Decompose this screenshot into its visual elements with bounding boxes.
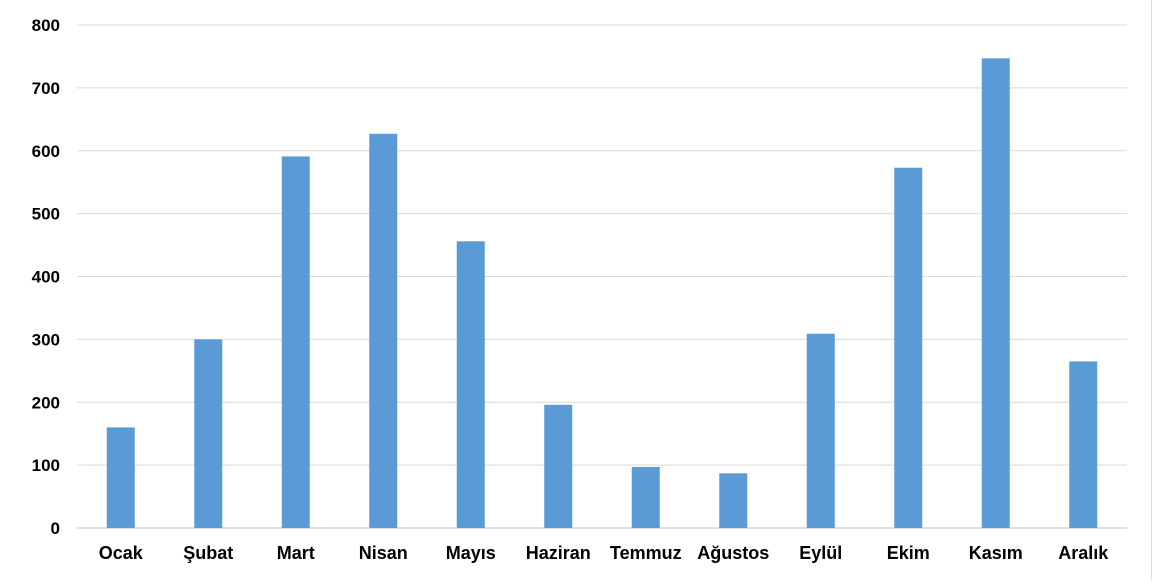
bar-3 <box>281 156 310 528</box>
bar-11 <box>981 58 1010 528</box>
x-tick-label: Haziran <box>526 543 591 563</box>
x-tick-label: Kasım <box>969 543 1023 563</box>
y-tick-label: 800 <box>32 16 60 35</box>
y-tick-label: 700 <box>32 79 60 98</box>
bar-9 <box>806 333 835 528</box>
x-tick-label: Ekim <box>887 543 930 563</box>
gridlines <box>77 24 1127 529</box>
x-tick-label: Ocak <box>99 543 144 563</box>
plot-border-right <box>1151 0 1152 579</box>
bar-6 <box>544 404 573 528</box>
x-tick-label: Ağustos <box>697 543 769 563</box>
bar-8 <box>719 473 748 528</box>
x-tick-label: Mayıs <box>446 543 496 563</box>
bar-5 <box>456 241 485 529</box>
y-tick-label: 0 <box>51 519 60 538</box>
x-tick-label: Eylül <box>799 543 842 563</box>
x-tick-label: Temmuz <box>610 543 682 563</box>
y-tick-label: 400 <box>32 268 60 287</box>
y-tick-label: 300 <box>32 330 60 349</box>
bar-7 <box>631 467 660 528</box>
x-tick-label: Mart <box>277 543 315 563</box>
y-tick-label: 600 <box>32 142 60 161</box>
bar-4 <box>369 133 398 528</box>
bar-2 <box>194 339 223 528</box>
x-tick-label: Nisan <box>359 543 408 563</box>
bar-10 <box>894 167 923 528</box>
y-tick-label: 100 <box>32 456 60 475</box>
y-tick-label: 200 <box>32 393 60 412</box>
x-axis-ticks: Ocak Şubat Mart Nisan Mayıs Haziran Temmuz Ağus… <box>99 543 1110 563</box>
y-axis-ticks: 0 100 200 300 400 500 600 700 800 <box>32 16 60 538</box>
bars <box>106 58 1098 529</box>
bar-1 <box>106 427 135 528</box>
y-tick-label: 500 <box>32 205 60 224</box>
x-tick-label: Aralık <box>1058 543 1109 563</box>
bar-12 <box>1069 361 1098 528</box>
x-tick-label: Şubat <box>183 543 233 563</box>
